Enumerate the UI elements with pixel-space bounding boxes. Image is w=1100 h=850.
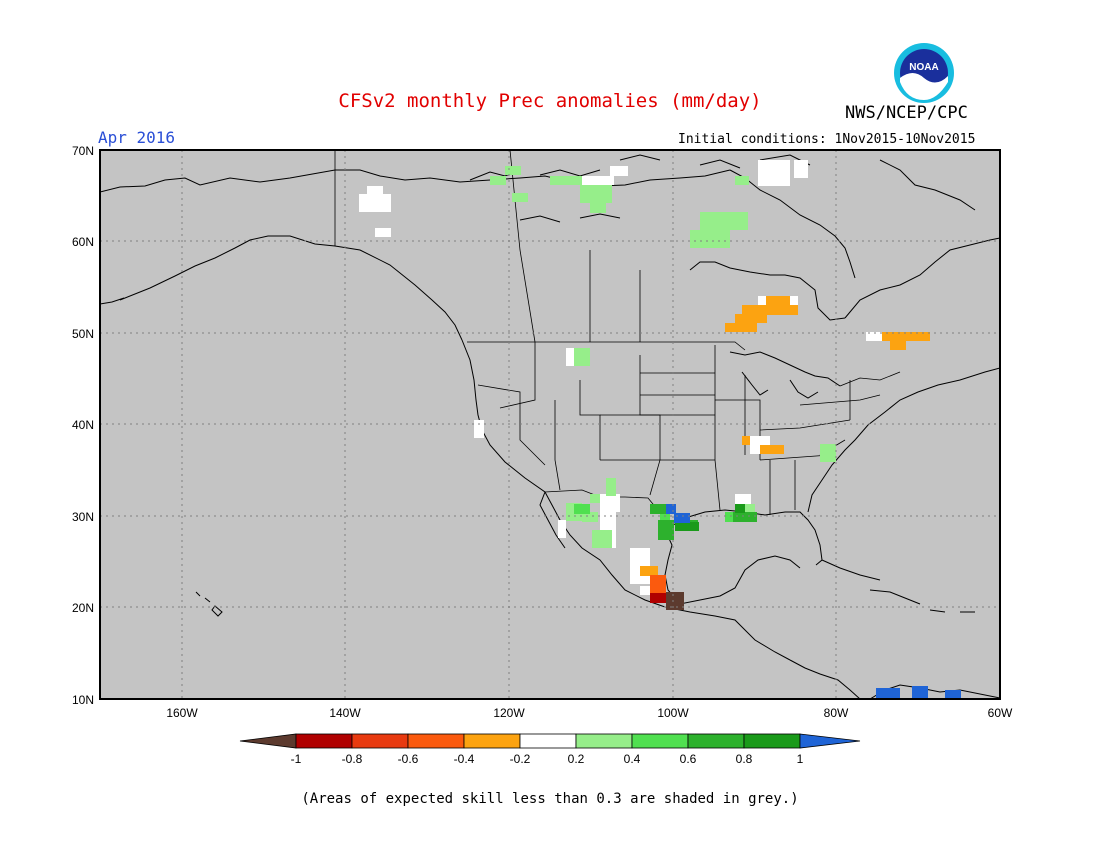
colorbar-label: -0.8: [342, 752, 363, 766]
colorbar-segment: [519, 733, 577, 749]
anomaly-cells-red: [650, 593, 666, 603]
graticule: [100, 150, 1000, 699]
lon-label: 60W: [988, 706, 1013, 720]
anomaly-cells-blue: [666, 504, 961, 699]
noaa-logo-icon: NOAA: [894, 43, 954, 103]
lon-label: 80W: [824, 706, 849, 720]
colorbar-segment: [407, 733, 465, 749]
anomaly-cells-brown: [666, 592, 684, 610]
colorbar-labels: -1 -0.8 -0.6 -0.4 -0.2 0.2 0.4 0.6 0.8 1: [291, 752, 804, 766]
colorbar-segment: [295, 733, 353, 749]
anomaly-cells-dark-orange: [650, 575, 666, 593]
lat-label: 50N: [72, 327, 94, 341]
lon-label: 120W: [493, 706, 525, 720]
lat-label: 40N: [72, 418, 94, 432]
skill-footnote: (Areas of expected skill less than 0.3 a…: [301, 791, 799, 807]
noaa-logo-text: NOAA: [909, 62, 938, 73]
lat-label: 70N: [72, 144, 94, 158]
colorbar-label: -1: [291, 752, 302, 766]
coastlines: [100, 154, 1000, 699]
colorbar-segment: [631, 733, 689, 749]
colorbar-label: 0.2: [568, 752, 585, 766]
colorbar-segment: [743, 733, 801, 749]
lat-label: 20N: [72, 601, 94, 615]
colorbar-label: 1: [797, 752, 804, 766]
colorbar-segment: [575, 733, 633, 749]
anomaly-cells: [359, 160, 961, 699]
longitude-labels: 160W 140W 120W 100W 80W 60W: [166, 706, 1013, 720]
agency-label: NWS/NCEP/CPC: [845, 103, 968, 123]
colorbar-label: -0.4: [454, 752, 475, 766]
colorbar-label: -0.2: [510, 752, 531, 766]
colorbar-label: 0.6: [680, 752, 697, 766]
colorbar-segment: [463, 733, 521, 749]
colorbar: [239, 733, 861, 749]
map-frame: [99, 149, 1001, 700]
lon-label: 100W: [657, 706, 689, 720]
colorbar-label: -0.6: [398, 752, 419, 766]
forecast-month: Apr 2016: [98, 128, 176, 147]
lat-label: 10N: [72, 693, 94, 707]
map-title: CFSv2 monthly Prec anomalies (mm/day): [338, 90, 762, 112]
colorbar-segment: [687, 733, 745, 749]
colorbar-segment-lt-1: [239, 733, 297, 749]
lat-label: 30N: [72, 510, 94, 524]
anomaly-cells-orange: [640, 296, 930, 576]
lon-label: 140W: [329, 706, 361, 720]
colorbar-label: 0.4: [624, 752, 641, 766]
initial-conditions: Initial conditions: 1Nov2015-10Nov2015: [678, 132, 976, 147]
lat-label: 60N: [72, 235, 94, 249]
anomaly-cells-dark-green: [675, 504, 745, 531]
latitude-labels: 70N 60N 50N 40N 30N 20N 10N: [72, 144, 94, 707]
colorbar-label: 0.8: [736, 752, 753, 766]
colorbar-segment: [351, 733, 409, 749]
lon-label: 160W: [166, 706, 198, 720]
colorbar-segment-gt-1: [799, 733, 861, 749]
